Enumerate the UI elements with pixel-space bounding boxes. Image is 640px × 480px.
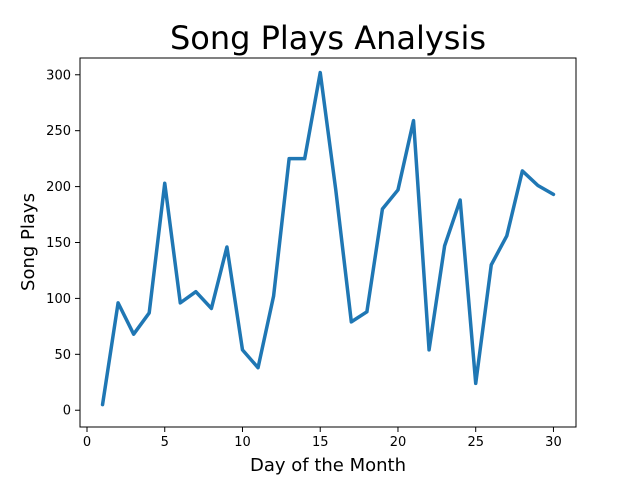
y-tick-label: 50 bbox=[54, 348, 71, 363]
data-points bbox=[102, 72, 554, 405]
y-tick-label: 200 bbox=[46, 180, 71, 195]
x-tick-label: 25 bbox=[467, 435, 484, 450]
x-tick-label: 20 bbox=[390, 435, 407, 450]
y-tick-label: 0 bbox=[63, 404, 71, 419]
x-tick-label: 15 bbox=[312, 435, 329, 450]
y-tick-label: 300 bbox=[46, 68, 71, 83]
x-axis-label: Day of the Month bbox=[250, 455, 406, 476]
chart-title: Song Plays Analysis bbox=[170, 19, 486, 57]
y-tick-label: 250 bbox=[46, 124, 71, 139]
x-tick-label: 0 bbox=[83, 435, 91, 450]
x-tick-label: 10 bbox=[234, 435, 251, 450]
y-axis: 0 50 100 150 200 250 300 bbox=[46, 68, 80, 419]
y-axis-label: Song Plays bbox=[18, 193, 39, 291]
y-tick-label: 100 bbox=[46, 292, 71, 307]
x-tick-label: 5 bbox=[161, 435, 169, 450]
y-tick-label: 150 bbox=[46, 236, 71, 251]
song-plays-line bbox=[100, 70, 556, 407]
x-axis: 0 5 10 15 20 25 30 bbox=[83, 427, 562, 450]
x-tick-label: 30 bbox=[545, 435, 562, 450]
